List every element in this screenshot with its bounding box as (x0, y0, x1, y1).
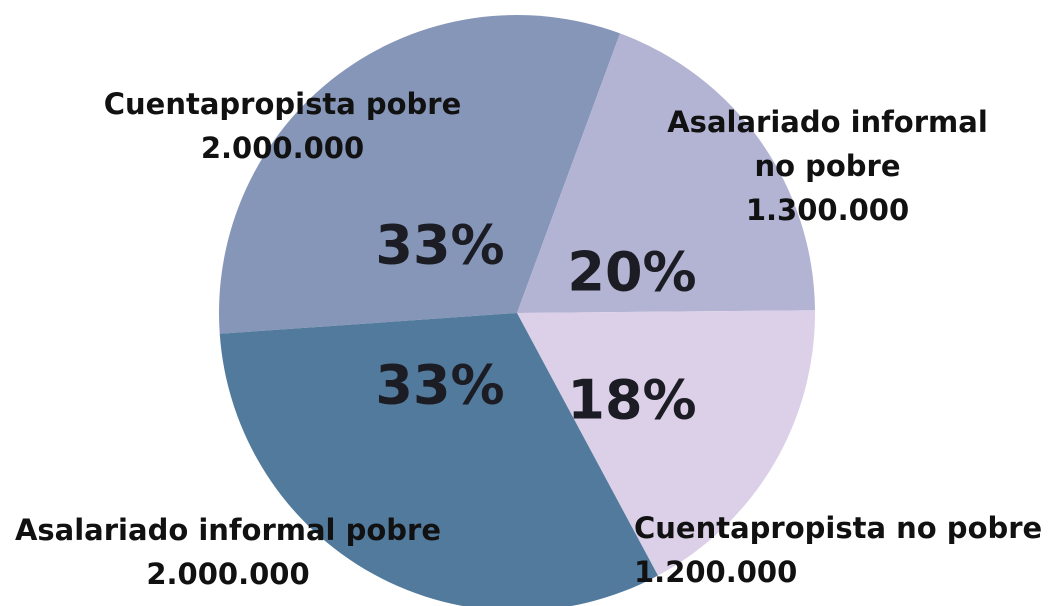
percent-label: 18% (567, 368, 697, 432)
category-name: Asalariado informal pobre (14, 513, 442, 547)
pie-slice (219, 313, 658, 606)
amount-label: 1.200.000 (634, 555, 798, 589)
percent-label: 33% (375, 353, 505, 417)
percent-label: 33% (375, 213, 505, 277)
slice-label: Asalariado informal no pobre 1.300.000 (655, 100, 1000, 232)
pie-slice (517, 33, 815, 314)
amount-label: 2.000.000 (146, 557, 310, 591)
slice-label: Cuentapropista no pobre 1.200.000 (634, 506, 1056, 594)
amount-label: 1.300.000 (745, 193, 910, 227)
percent-label: 20% (567, 240, 697, 304)
amount-label: 2.000.000 (200, 131, 365, 165)
category-name: Asalariado informal no pobre (667, 105, 988, 183)
slice-label: Asalariado informal pobre 2.000.000 (8, 508, 448, 596)
pie-slice (219, 14, 621, 334)
category-name: Cuentapropista no pobre (634, 511, 1043, 545)
slice-label: Cuentapropista pobre 2.000.000 (100, 82, 465, 170)
pie-slice (517, 310, 815, 576)
category-name: Cuentapropista pobre (103, 87, 462, 121)
